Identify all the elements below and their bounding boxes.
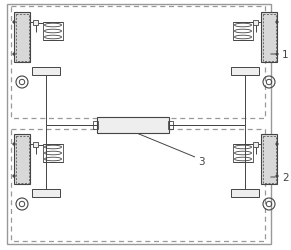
Bar xyxy=(253,142,258,148)
Bar xyxy=(11,130,265,241)
Circle shape xyxy=(13,143,15,146)
Circle shape xyxy=(276,175,278,178)
Circle shape xyxy=(276,22,278,24)
Bar xyxy=(14,13,30,63)
Circle shape xyxy=(276,143,278,146)
Bar xyxy=(93,122,98,130)
Text: 3: 3 xyxy=(198,156,205,166)
Bar xyxy=(11,7,265,118)
Circle shape xyxy=(13,54,15,56)
Bar xyxy=(233,144,253,162)
Text: 2: 2 xyxy=(282,172,289,182)
Bar xyxy=(32,68,60,76)
Bar xyxy=(43,23,63,41)
Bar xyxy=(33,21,38,26)
Bar xyxy=(33,142,38,148)
Bar xyxy=(231,68,259,76)
Bar xyxy=(32,189,60,197)
Bar xyxy=(43,144,63,162)
Bar xyxy=(261,13,277,63)
Bar xyxy=(233,23,253,41)
Bar xyxy=(231,189,259,197)
Bar xyxy=(262,136,276,183)
Bar xyxy=(15,136,29,183)
Bar xyxy=(168,122,173,130)
Bar xyxy=(262,14,276,61)
Bar xyxy=(253,21,258,26)
Bar xyxy=(15,14,29,61)
Bar xyxy=(97,118,169,134)
Text: 1: 1 xyxy=(282,50,289,60)
Bar xyxy=(14,134,30,184)
Circle shape xyxy=(276,54,278,56)
Circle shape xyxy=(13,175,15,178)
Bar xyxy=(261,134,277,184)
Circle shape xyxy=(13,22,15,24)
